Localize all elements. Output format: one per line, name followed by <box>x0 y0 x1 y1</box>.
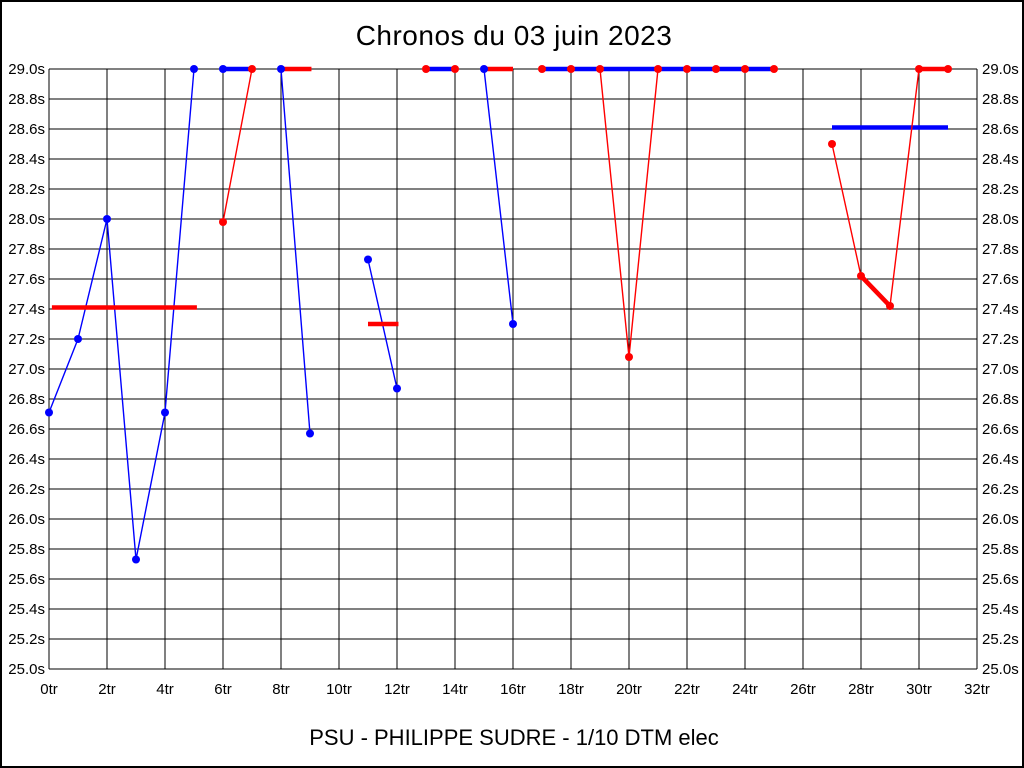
y-axis-label-left: 28.4s <box>8 151 45 168</box>
y-axis-label-left: 25.8s <box>8 541 45 558</box>
x-axis-label: 12tr <box>384 681 410 698</box>
y-axis-label-left: 26.0s <box>8 511 45 528</box>
x-axis-label: 4tr <box>156 681 174 698</box>
blue-laps-point <box>393 384 401 393</box>
x-axis-label: 18tr <box>558 681 584 698</box>
y-axis-label-right: 27.2s <box>982 331 1019 348</box>
y-axis-label-left: 25.2s <box>8 631 45 648</box>
y-axis-label-right: 28.8s <box>982 91 1019 108</box>
red-laps-point <box>422 65 430 73</box>
red-laps-point <box>915 65 923 73</box>
y-axis-label-right: 25.0s <box>982 661 1019 678</box>
y-axis-label-right: 28.4s <box>982 151 1019 168</box>
red-laps-point <box>770 65 778 73</box>
blue-laps-line <box>280 68 311 435</box>
y-axis-label-right: 26.4s <box>982 451 1019 468</box>
red-laps-point <box>857 272 865 280</box>
x-axis-label: 32tr <box>964 681 990 698</box>
blue-laps-point <box>132 555 140 564</box>
blue-laps-point <box>74 335 82 343</box>
y-axis-label-right: 28.6s <box>982 121 1019 138</box>
blue-laps-point <box>509 320 517 328</box>
red-laps-point <box>944 65 952 73</box>
y-axis-label-left: 27.2s <box>8 331 45 348</box>
red-laps-point <box>248 65 256 73</box>
blue-laps-point <box>364 255 372 264</box>
red-laps-point <box>596 65 604 73</box>
y-axis-label-left: 26.8s <box>8 391 45 408</box>
red-laps-line <box>831 68 920 307</box>
y-axis-label-right: 27.8s <box>982 241 1019 258</box>
red-laps-line <box>222 68 253 223</box>
blue-laps-line <box>483 68 514 325</box>
blue-laps-line <box>48 68 195 561</box>
blue-laps-point <box>277 65 285 73</box>
y-axis-label-left: 25.4s <box>8 601 45 618</box>
x-axis-label: 14tr <box>442 681 468 698</box>
chart-title: Chronos du 03 juin 2023 <box>355 20 673 51</box>
y-axis-label-left: 27.6s <box>8 271 45 288</box>
x-axis-label: 30tr <box>906 681 932 698</box>
y-axis-label-right: 28.2s <box>982 181 1019 198</box>
y-axis-label-left: 27.4s <box>8 301 45 318</box>
y-axis-label-left: 27.0s <box>8 361 45 378</box>
y-axis-label-left: 28.2s <box>8 181 45 198</box>
x-axis-label: 16tr <box>500 681 526 698</box>
y-axis-label-right: 26.0s <box>982 511 1019 528</box>
y-axis-label-left: 26.4s <box>8 451 45 468</box>
x-axis-label: 20tr <box>616 681 642 698</box>
y-axis-label-left: 28.0s <box>8 211 45 228</box>
x-axis-label: 26tr <box>790 681 816 698</box>
red-laps-point <box>683 65 691 73</box>
chart-footer: PSU - PHILIPPE SUDRE - 1/10 DTM elec <box>309 725 719 750</box>
blue-laps-point <box>306 429 314 438</box>
y-axis-label-left: 25.6s <box>8 571 45 588</box>
red-laps-point <box>219 218 227 226</box>
y-axis-label-right: 27.4s <box>982 301 1019 318</box>
red-laps-point <box>886 302 894 310</box>
blue-laps-point <box>219 65 227 73</box>
y-axis-label-right: 26.8s <box>982 391 1019 408</box>
y-axis-label-right: 26.6s <box>982 421 1019 438</box>
x-axis-label: 24tr <box>732 681 758 698</box>
blue-laps-point <box>103 215 111 223</box>
red-laps-point <box>712 65 720 73</box>
y-axis-label-right: 27.6s <box>982 271 1019 288</box>
red-laps-point <box>625 353 633 361</box>
blue-laps-point <box>161 408 169 417</box>
x-axis-label: 0tr <box>40 681 58 698</box>
red-laps-point <box>654 65 662 73</box>
y-axis-label-left: 29.0s <box>8 61 45 78</box>
y-axis-label-right: 26.2s <box>982 481 1019 498</box>
y-axis-label-right: 27.0s <box>982 361 1019 378</box>
y-axis-label-right: 25.4s <box>982 601 1019 618</box>
red-laps-point <box>567 65 575 73</box>
y-axis-label-left: 27.8s <box>8 241 45 258</box>
y-axis-label-left: 25.0s <box>8 661 45 678</box>
x-axis-label: 22tr <box>674 681 700 698</box>
blue-laps-point <box>45 408 53 417</box>
x-axis-label: 2tr <box>98 681 116 698</box>
y-axis-label-right: 25.2s <box>982 631 1019 648</box>
y-axis-label-left: 26.2s <box>8 481 45 498</box>
y-axis-label-right: 25.8s <box>982 541 1019 558</box>
y-axis-label-left: 26.6s <box>8 421 45 438</box>
x-axis-label: 8tr <box>272 681 290 698</box>
x-axis-label: 10tr <box>326 681 352 698</box>
blue-laps-point <box>480 65 488 73</box>
y-axis-label-left: 28.6s <box>8 121 45 138</box>
y-axis-label-right: 29.0s <box>982 61 1019 78</box>
red-laps-point <box>828 140 836 148</box>
x-axis-label: 28tr <box>848 681 874 698</box>
y-axis-label-right: 28.0s <box>982 211 1019 228</box>
red-laps-point <box>538 65 546 73</box>
red-laps-point <box>451 65 459 73</box>
x-axis-label: 6tr <box>214 681 232 698</box>
y-axis-label-right: 25.6s <box>982 571 1019 588</box>
y-axis-label-left: 28.8s <box>8 91 45 108</box>
red-laps-point <box>741 65 749 73</box>
blue-laps-point <box>190 65 198 73</box>
